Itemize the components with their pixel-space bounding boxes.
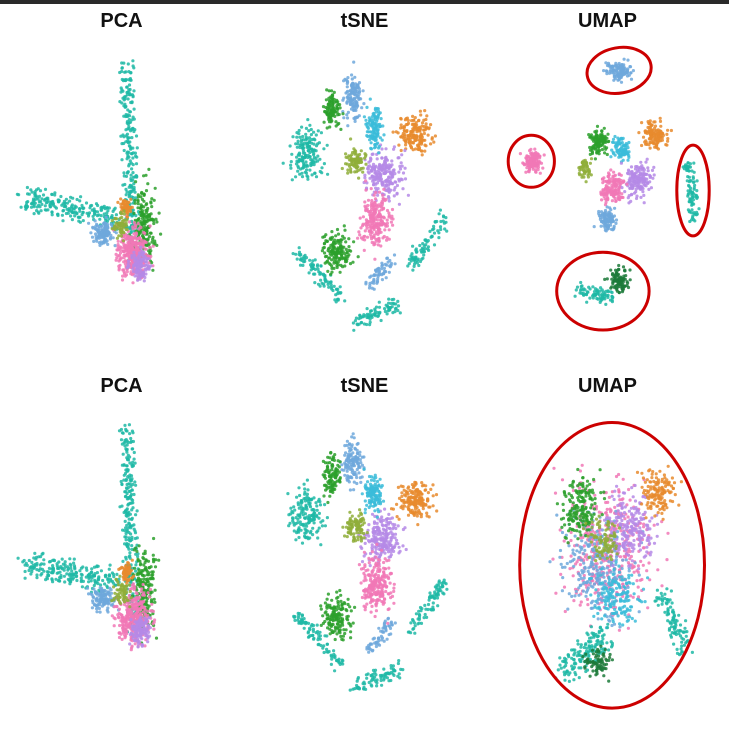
panel-title: UMAP xyxy=(486,375,729,398)
scatter-plot xyxy=(249,403,480,728)
points-layer xyxy=(16,59,162,284)
scatter-plot xyxy=(6,38,237,363)
panel-title: PCA xyxy=(0,10,243,33)
points-layer xyxy=(17,423,161,651)
annotation-ellipse xyxy=(677,145,709,236)
panel-umap-row2: UMAP xyxy=(486,369,729,734)
panel-tsne-row2: tSNE xyxy=(243,369,486,734)
scatter-plot xyxy=(249,38,480,363)
panel-pca-row1: PCA xyxy=(0,4,243,369)
panel-title: PCA xyxy=(0,375,243,398)
panel-title: UMAP xyxy=(486,10,729,33)
scatter-plot xyxy=(6,403,237,728)
points-layer xyxy=(282,61,449,332)
figure-root: PCA tSNE UMAP PCA tSNE UMAP xyxy=(0,0,729,737)
panel-title: tSNE xyxy=(243,10,486,33)
panel-umap-row1: UMAP xyxy=(486,4,729,369)
panel-pca-row2: PCA xyxy=(0,369,243,734)
scatter-plot xyxy=(492,403,723,728)
points-layer xyxy=(286,432,448,692)
panel-tsne-row1: tSNE xyxy=(243,4,486,369)
points-layer xyxy=(548,463,694,682)
panel-grid: PCA tSNE UMAP PCA tSNE UMAP xyxy=(0,4,729,733)
panel-title: tSNE xyxy=(243,375,486,398)
scatter-plot xyxy=(492,38,723,363)
